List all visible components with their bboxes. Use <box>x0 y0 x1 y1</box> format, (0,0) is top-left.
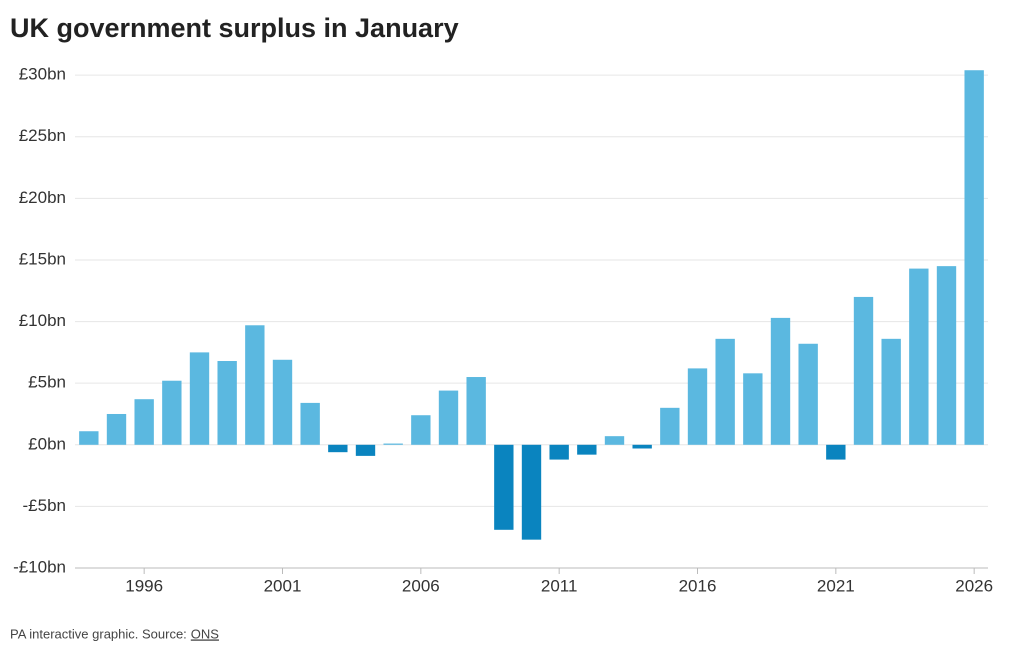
bar <box>715 338 735 445</box>
bar <box>909 268 929 445</box>
bar <box>438 390 459 445</box>
bar <box>549 444 569 460</box>
y-tick-label: -£5bn <box>23 496 66 515</box>
bar <box>881 338 901 445</box>
chart-title: UK government surplus in January <box>10 13 459 43</box>
bar <box>383 443 403 445</box>
x-tick-label: 2001 <box>264 576 302 595</box>
bar <box>245 325 265 445</box>
bar <box>162 380 182 445</box>
bar <box>632 444 652 449</box>
bar <box>411 415 431 445</box>
bar <box>189 352 210 445</box>
y-tick-label: £30bn <box>19 65 66 84</box>
bar <box>798 343 818 445</box>
x-tick-label: 2021 <box>817 576 855 595</box>
x-tick-label: 2026 <box>955 576 993 595</box>
y-tick-label: £20bn <box>19 188 66 207</box>
bar <box>272 359 293 445</box>
bar <box>494 444 514 530</box>
bar <box>604 436 625 445</box>
source-link[interactable]: ONS <box>191 626 220 641</box>
x-tick-label: 2011 <box>541 576 578 595</box>
bar <box>687 368 708 445</box>
y-tick-label: £10bn <box>19 311 66 330</box>
y-tick-label: -£10bn <box>13 557 66 576</box>
bar <box>826 444 846 460</box>
bar <box>660 407 680 445</box>
bar <box>79 431 99 445</box>
footnote: PA interactive graphic. Source: <box>10 626 187 641</box>
y-tick-label: £15bn <box>19 249 66 268</box>
bar <box>217 361 237 445</box>
bar <box>577 444 597 455</box>
y-tick-label: £25bn <box>19 126 66 145</box>
bar <box>770 317 791 445</box>
x-tick-label: 2016 <box>679 576 717 595</box>
bar <box>936 266 957 445</box>
bar <box>466 377 486 445</box>
bar <box>300 402 320 445</box>
bar <box>328 444 348 453</box>
x-tick-label: 2006 <box>402 576 440 595</box>
bar <box>355 444 376 456</box>
bar <box>106 413 127 445</box>
y-tick-label: £5bn <box>28 373 66 392</box>
bar <box>743 373 763 445</box>
bar <box>134 399 154 445</box>
x-tick-label: 1996 <box>125 576 163 595</box>
bar <box>521 444 542 540</box>
bar <box>964 70 984 445</box>
y-tick-label: £0bn <box>28 434 66 453</box>
bar <box>853 296 874 445</box>
